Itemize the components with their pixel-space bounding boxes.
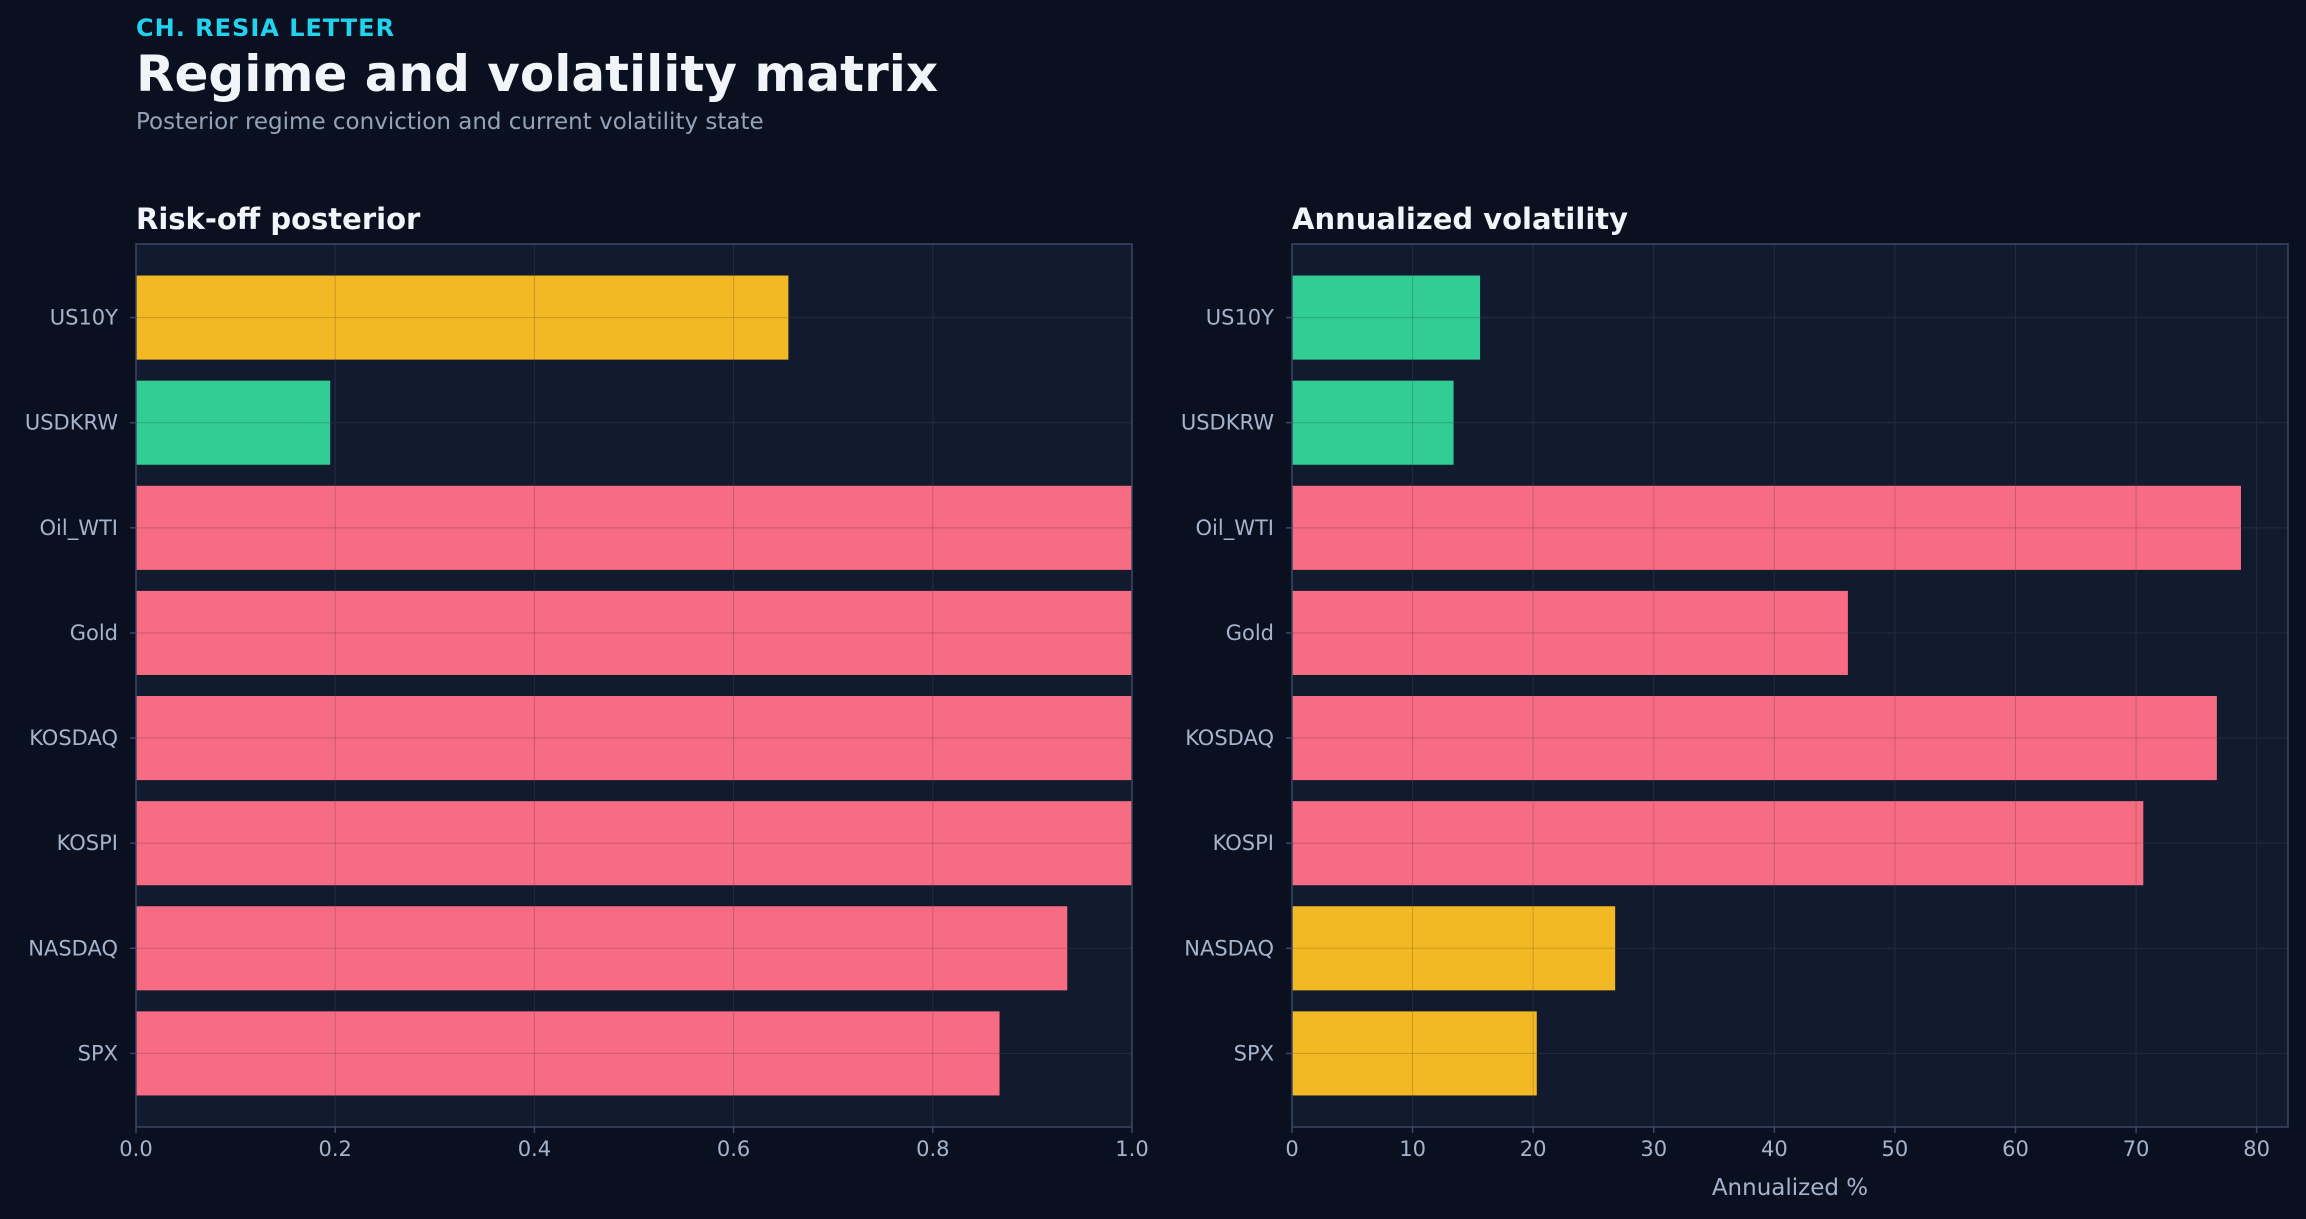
volatility-y-tick-label: Gold: [1226, 621, 1274, 645]
volatility-y-tick-label: KOSPI: [1213, 831, 1274, 855]
risk-off-y-tick-label: US10Y: [50, 306, 118, 330]
risk-off-bars: [136, 275, 1132, 1096]
volatility-x-tick-label: 20: [1520, 1137, 1547, 1161]
risk-off-bar-gold: [136, 590, 1132, 675]
risk-off-x-tick-label: 0.0: [119, 1137, 152, 1161]
volatility-bars: [1292, 275, 2241, 1096]
volatility-bar-oil-wti: [1292, 485, 2241, 570]
volatility-x-tick-label: 30: [1640, 1137, 1667, 1161]
volatility-x-tick-label: 0: [1285, 1137, 1298, 1161]
risk-off-bar-oil-wti: [136, 485, 1132, 570]
risk-off-posterior-title: Risk-off posterior: [136, 202, 421, 236]
volatility-bar-usdkrw: [1292, 380, 1454, 465]
volatility-x-tick-label: 60: [2002, 1137, 2029, 1161]
volatility-x-tick-label: 80: [2243, 1137, 2270, 1161]
volatility-bar-spx: [1292, 1011, 1537, 1096]
volatility-y-tick-label: SPX: [1234, 1041, 1274, 1065]
risk-off-y-tick-label: KOSPI: [57, 831, 118, 855]
volatility-bar-kosdaq: [1292, 696, 2217, 781]
risk-off-x-tick-label: 1.0: [1115, 1137, 1148, 1161]
volatility-y-tick-label: NASDAQ: [1184, 936, 1274, 960]
risk-off-y-tick-label: SPX: [78, 1041, 118, 1065]
volatility-x-tick-label: 10: [1399, 1137, 1426, 1161]
volatility-y-tick-label: US10Y: [1206, 306, 1274, 330]
volatility-bar-kospi: [1292, 801, 2144, 886]
volatility-plot-frame: [1291, 243, 2289, 1128]
volatility-x-tick-label: 70: [2123, 1137, 2150, 1161]
risk-off-bar-nasdaq: [136, 906, 1068, 991]
volatility-plot-area: [1292, 244, 2288, 1127]
page-header: CH. RESIA LETTER Regime and volatility m…: [136, 14, 938, 136]
kicker: CH. RESIA LETTER: [136, 14, 396, 42]
risk-off-x-tick-label: 0.2: [318, 1137, 351, 1161]
risk-off-bar-spx: [136, 1011, 1000, 1096]
risk-off-x-tick-label: 0.4: [518, 1137, 551, 1161]
page-title: Regime and volatility matrix: [136, 45, 939, 103]
risk-off-y-tick-label: KOSDAQ: [29, 726, 118, 750]
risk-off-plot-frame: [135, 243, 1133, 1128]
risk-off-x-tick-label: 0.8: [916, 1137, 949, 1161]
volatility-bar-gold: [1292, 590, 1848, 675]
risk-off-bar-kosdaq: [136, 696, 1132, 781]
risk-off-plot-area: [136, 244, 1132, 1127]
risk-off-x-tick-label: 0.6: [717, 1137, 750, 1161]
risk-off-bar-kospi: [136, 801, 1132, 886]
volatility-y-tick-label: Oil_WTI: [1196, 516, 1274, 541]
volatility-x-tick-label: 50: [1882, 1137, 1909, 1161]
volatility-y-tick-label: KOSDAQ: [1185, 726, 1274, 750]
page-subtitle: Posterior regime conviction and current …: [136, 109, 764, 135]
risk-off-bar-us10y: [136, 275, 789, 360]
volatility-x-tick-label: 40: [1761, 1137, 1788, 1161]
risk-off-bar-usdkrw: [136, 380, 331, 465]
risk-off-posterior-chart: Risk-off posterior US10Y USDKRW Oil_WTI Gol…: [25, 202, 1149, 1161]
volatility-bar-us10y: [1292, 275, 1481, 360]
risk-off-y-tick-label: NASDAQ: [28, 936, 118, 960]
annualized-volatility-chart: Annualized volatility Annualized % US10Y…: [1181, 202, 2289, 1201]
risk-off-y-tick-label: USDKRW: [25, 411, 118, 435]
annualized-volatility-title: Annualized volatility: [1292, 202, 1628, 236]
volatility-y-tick-label: USDKRW: [1181, 411, 1274, 435]
volatility-x-axis-label: Annualized %: [1712, 1175, 1868, 1201]
risk-off-y-tick-label: Oil_WTI: [40, 516, 118, 541]
risk-off-y-tick-label: Gold: [70, 621, 118, 645]
volatility-bar-nasdaq: [1292, 906, 1616, 991]
